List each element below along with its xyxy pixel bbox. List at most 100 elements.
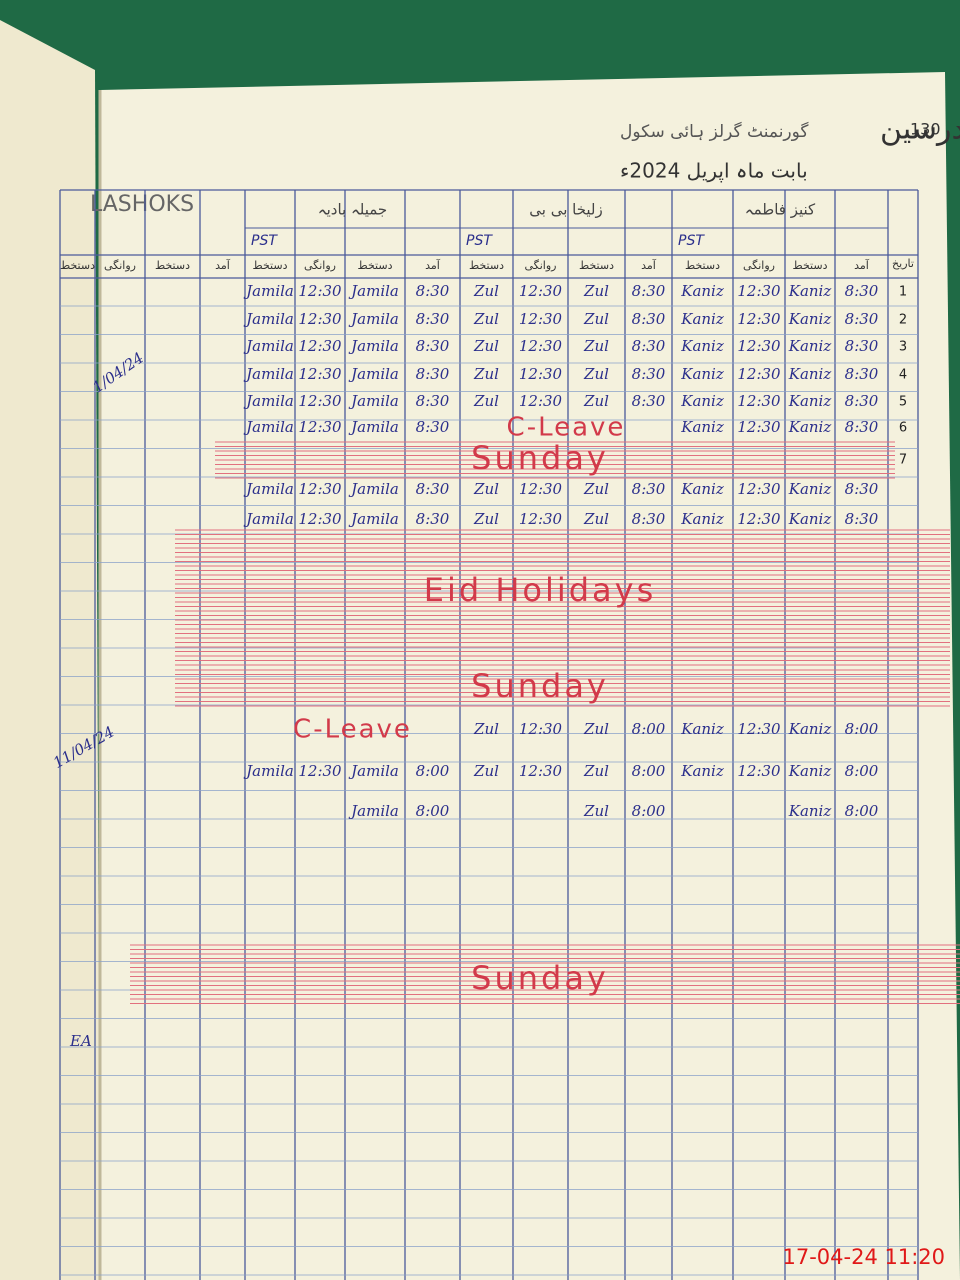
entry: Zul [473,720,499,738]
entry: Kaniz [680,418,724,436]
column-header: دستخط [60,259,95,272]
entry: Kaniz [680,720,724,738]
date: 5 [899,395,907,410]
grid: کنیز فاطمہ PST آمد دستخط روانگی دستخط زلیخا بی… [59,189,919,1280]
entry: Kaniz [680,310,724,328]
column-header: دستخط [155,259,190,272]
timestamp: 17-04-24 11:20 [782,1245,945,1269]
entry: Zul [583,510,609,528]
entry: 12:30 [519,510,563,528]
entry: Jamila [243,282,294,300]
entry: Jamila [348,510,399,528]
right-page [100,72,960,1280]
teacher-name: جمیلہ بادیہ [318,201,387,219]
entry: 8:30 [632,392,666,410]
entry: Kaniz [680,762,724,780]
entry: 8:30 [416,480,450,498]
entry: Jamila [348,418,399,436]
teacher-name: زلیخا بی بی [529,201,602,219]
entry: Kaniz [788,762,832,780]
entry: 12:30 [737,337,781,355]
entry: Zul [583,480,609,498]
entry: 8:30 [416,282,450,300]
column-header: دستخط [253,259,288,272]
entry: 8:30 [632,337,666,355]
entry: 8:00 [632,762,666,780]
entry: Zul [583,365,609,383]
entry: 8:30 [845,392,879,410]
entry: 12:30 [519,337,563,355]
entry: Jamila [243,418,294,436]
entry: Kaniz [788,480,832,498]
entry: Kaniz [680,510,724,528]
entry: Jamila [348,802,399,820]
entry: Zul [473,510,499,528]
entry: Kaniz [788,802,832,820]
date: 1 [899,285,907,300]
entry: 8:30 [845,480,879,498]
entry: 12:30 [737,762,781,780]
month-line: بابت ماہ اپریل 2024ء [620,159,808,184]
entry: Kaniz [788,282,832,300]
entry: Jamila [243,337,294,355]
entry: 12:30 [298,365,342,383]
date: 6 [899,421,907,436]
designation: PST [466,233,493,249]
entry: 12:30 [737,365,781,383]
entry: 8:00 [416,802,450,820]
column-header: روانگی [743,259,775,272]
entry: 8:30 [632,480,666,498]
entry: 8:30 [632,282,666,300]
entry: 12:30 [298,392,342,410]
entry: 12:30 [737,720,781,738]
entry: Zul [473,762,499,780]
entry: 12:30 [737,418,781,436]
column-header: آمد [215,258,231,272]
entry: 12:30 [737,282,781,300]
entry: 8:30 [845,310,879,328]
entry: 8:30 [632,310,666,328]
entry: 8:00 [845,802,879,820]
note: Sunday [471,439,609,477]
date: 7 [899,453,907,468]
entries: 1 8:30 Kaniz 12:30 Kaniz 8:30 Zul 12:30 Zul 8:30 J… [130,282,960,1004]
column-header: آمد [641,258,657,272]
entry: Kaniz [680,480,724,498]
entry: 8:30 [416,365,450,383]
entry: Kaniz [788,310,832,328]
teacher-name: کنیز فاطمہ [745,201,816,219]
entry: Zul [473,310,499,328]
entry: Zul [583,282,609,300]
entry: Zul [583,337,609,355]
entry: Zul [583,720,609,738]
entry: Jamila [348,762,399,780]
entry: 8:30 [845,418,879,436]
entry: Jamila [348,392,399,410]
column-header: روانگی [104,259,136,272]
designation: PST [251,233,278,249]
entry: Jamila [243,510,294,528]
entry: Kaniz [788,418,832,436]
entry: 12:30 [298,310,342,328]
date: 3 [899,340,907,355]
entry: Zul [583,802,609,820]
entry: Kaniz [680,282,724,300]
column-header: دستخط [358,259,393,272]
entry: 12:30 [737,480,781,498]
entry: Zul [473,282,499,300]
note: C-Leave [507,413,626,443]
entry: Jamila [348,282,399,300]
entry: Jamila [348,337,399,355]
entry: 8:30 [632,365,666,383]
entry: Kaniz [680,337,724,355]
column-header: دستخط [793,259,828,272]
column-header: آمد [854,258,870,272]
column-header: روانگی [304,259,336,272]
entry: 12:30 [298,418,342,436]
entry: 12:30 [519,365,563,383]
note: Sunday [471,959,609,997]
entry: 12:30 [519,762,563,780]
entry: Zul [583,762,609,780]
column-header: روانگی [525,259,557,272]
